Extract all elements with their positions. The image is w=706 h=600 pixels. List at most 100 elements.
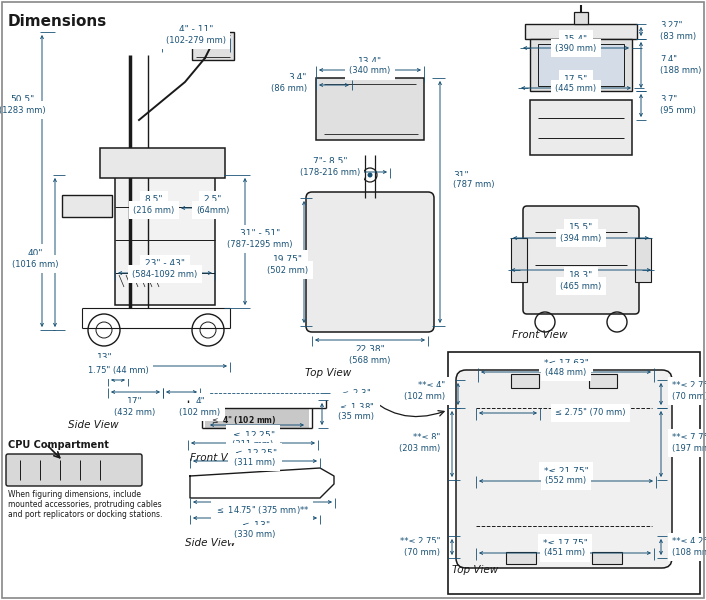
Text: (197 mm): (197 mm): [672, 443, 706, 452]
Text: (451 mm): (451 mm): [544, 548, 585, 557]
Text: **≤ 8": **≤ 8": [413, 433, 440, 443]
Text: 7.4": 7.4": [660, 55, 677, 64]
Text: (311 mm): (311 mm): [234, 457, 275, 467]
Text: Side View: Side View: [68, 420, 119, 430]
Text: Top View: Top View: [452, 565, 498, 575]
Bar: [100, 148, 225, 178]
Text: 23" - 43": 23" - 43": [145, 259, 185, 269]
Text: $\leq$ 1.38": $\leq$ 1.38": [338, 401, 375, 413]
Text: (311 mm): (311 mm): [232, 440, 274, 449]
Bar: [511, 238, 527, 282]
Text: (102 mm): (102 mm): [404, 391, 445, 401]
Text: $\leq$ 14.75" (375 mm)**: $\leq$ 14.75" (375 mm)**: [215, 504, 309, 516]
Bar: [574, 12, 588, 24]
Text: *≤ 17.63": *≤ 17.63": [544, 358, 588, 367]
Text: Top View: Top View: [305, 368, 352, 378]
Text: (64mm): (64mm): [196, 205, 229, 214]
Bar: [525, 24, 637, 39]
Text: 13.4": 13.4": [358, 56, 382, 65]
Text: (584-1092 mm): (584-1092 mm): [133, 269, 198, 278]
Text: 18.3": 18.3": [569, 271, 593, 280]
Text: 13": 13": [97, 352, 113, 361]
Text: 3.7": 3.7": [660, 95, 677, 104]
Bar: [316, 78, 424, 140]
Text: *≤ 21.75": *≤ 21.75": [544, 467, 588, 475]
Bar: [589, 374, 617, 388]
Text: 1.75" (44 mm): 1.75" (44 mm): [88, 365, 148, 374]
Bar: [506, 552, 536, 564]
Text: (203 mm): (203 mm): [399, 443, 440, 452]
Text: $\leq$ 2.3": $\leq$ 2.3": [340, 388, 371, 398]
FancyBboxPatch shape: [523, 206, 639, 314]
Text: Dimensions: Dimensions: [8, 14, 107, 29]
Bar: [115, 175, 215, 305]
FancyBboxPatch shape: [306, 192, 434, 332]
Bar: [205, 408, 309, 428]
Text: $\leq$ 13": $\leq$ 13": [240, 520, 270, 530]
Text: (70 mm): (70 mm): [404, 547, 440, 557]
Bar: [192, 32, 234, 60]
Text: CPU Compartment: CPU Compartment: [8, 440, 109, 450]
Text: (568 mm): (568 mm): [349, 355, 390, 364]
Bar: [530, 100, 632, 155]
Text: and port replicators or docking stations.: and port replicators or docking stations…: [8, 510, 162, 519]
Text: (330 mm): (330 mm): [234, 529, 275, 539]
Circle shape: [368, 173, 373, 178]
Text: (178-216 mm): (178-216 mm): [300, 167, 360, 176]
Bar: [62, 195, 112, 217]
Text: **≤ 2.75": **≤ 2.75": [672, 382, 706, 391]
Text: (70 mm): (70 mm): [672, 391, 706, 401]
Text: (390 mm): (390 mm): [556, 43, 597, 52]
Bar: [448, 352, 700, 594]
Text: $\leq$ 12.25": $\leq$ 12.25": [231, 430, 275, 440]
Text: (216 mm): (216 mm): [133, 205, 174, 214]
Text: 31" - 51": 31" - 51": [240, 229, 280, 238]
Text: $\leq$ 12.25": $\leq$ 12.25": [233, 448, 277, 458]
Text: (95 mm): (95 mm): [660, 106, 696, 115]
Text: (502 mm): (502 mm): [268, 265, 309, 275]
FancyBboxPatch shape: [6, 454, 142, 486]
Text: 15.4": 15.4": [564, 34, 588, 43]
Text: (340 mm): (340 mm): [349, 67, 390, 76]
Text: (465 mm): (465 mm): [561, 281, 602, 290]
Text: (1283 mm): (1283 mm): [0, 106, 45, 115]
Text: (330 mm): (330 mm): [84, 362, 126, 371]
Text: (448 mm): (448 mm): [545, 367, 587, 377]
Text: 4" - 11": 4" - 11": [179, 25, 213, 34]
Text: 4": 4": [195, 397, 205, 407]
Text: (83 mm): (83 mm): [660, 31, 696, 40]
Text: 2.5": 2.5": [204, 196, 222, 205]
Text: (58 mm): (58 mm): [340, 397, 376, 407]
Text: *≤ 17.75": *≤ 17.75": [543, 539, 587, 547]
Text: 19.75": 19.75": [273, 254, 303, 263]
Text: (445 mm): (445 mm): [556, 85, 597, 94]
Text: 17": 17": [127, 397, 143, 407]
Text: 50.5": 50.5": [10, 95, 34, 104]
Text: 17.5": 17.5": [564, 74, 588, 83]
Text: (552 mm): (552 mm): [546, 476, 587, 485]
Text: 15.5": 15.5": [569, 223, 593, 232]
Text: (188 mm): (188 mm): [660, 65, 701, 74]
Text: When figuring dimensions, include: When figuring dimensions, include: [8, 490, 141, 499]
Bar: [530, 39, 632, 91]
Text: (108 mm): (108 mm): [672, 547, 706, 557]
Bar: [592, 552, 622, 564]
Text: (35 mm): (35 mm): [338, 413, 374, 421]
Text: 3.27": 3.27": [660, 22, 683, 31]
Text: **≤ 4.25": **≤ 4.25": [672, 538, 706, 547]
Text: (102 mm): (102 mm): [179, 407, 220, 416]
Text: 22.38": 22.38": [355, 346, 385, 355]
Text: (787-1295 mm): (787-1295 mm): [227, 239, 293, 248]
Text: Front View: Front View: [512, 330, 568, 340]
Text: (432 mm): (432 mm): [114, 407, 155, 416]
Text: 3.4": 3.4": [289, 73, 307, 82]
Text: 7"- 8.5": 7"- 8.5": [313, 157, 347, 166]
Text: (787 mm): (787 mm): [453, 181, 494, 190]
Text: mounted accessories, protruding cables: mounted accessories, protruding cables: [8, 500, 162, 509]
Text: (1016 mm): (1016 mm): [12, 259, 59, 269]
Text: 40": 40": [28, 248, 43, 257]
Text: **≤ 7.75": **≤ 7.75": [672, 433, 706, 443]
Text: (102-279 mm): (102-279 mm): [166, 35, 226, 44]
Text: Side View: Side View: [185, 538, 236, 548]
Bar: [635, 238, 651, 282]
